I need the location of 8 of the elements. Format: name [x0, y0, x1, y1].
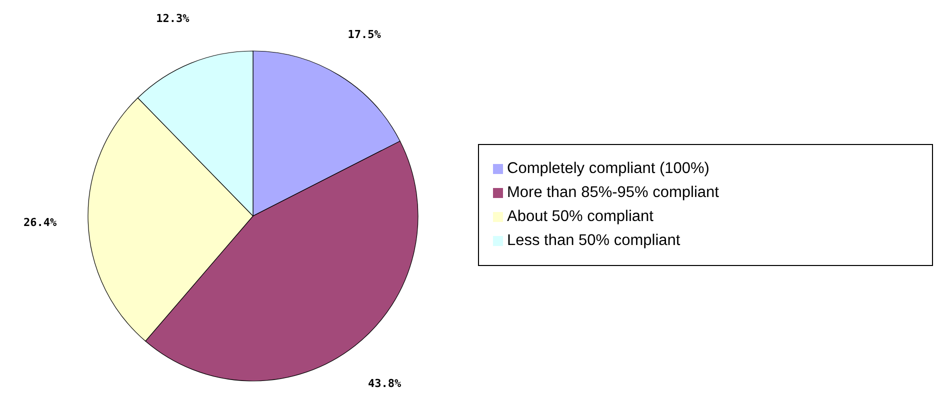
legend-label: Completely compliant (100%) [507, 160, 710, 177]
data-label: 12.3% [156, 12, 190, 26]
data-label: 17.5% [348, 28, 382, 41]
legend-label: About 50% compliant [507, 208, 654, 225]
data-label: 26.4% [24, 216, 58, 230]
legend-label: More than 85%-95% compliant [507, 184, 719, 201]
legend-label: Less than 50% compliant [507, 232, 680, 249]
data-label: 43.8% [368, 376, 402, 390]
